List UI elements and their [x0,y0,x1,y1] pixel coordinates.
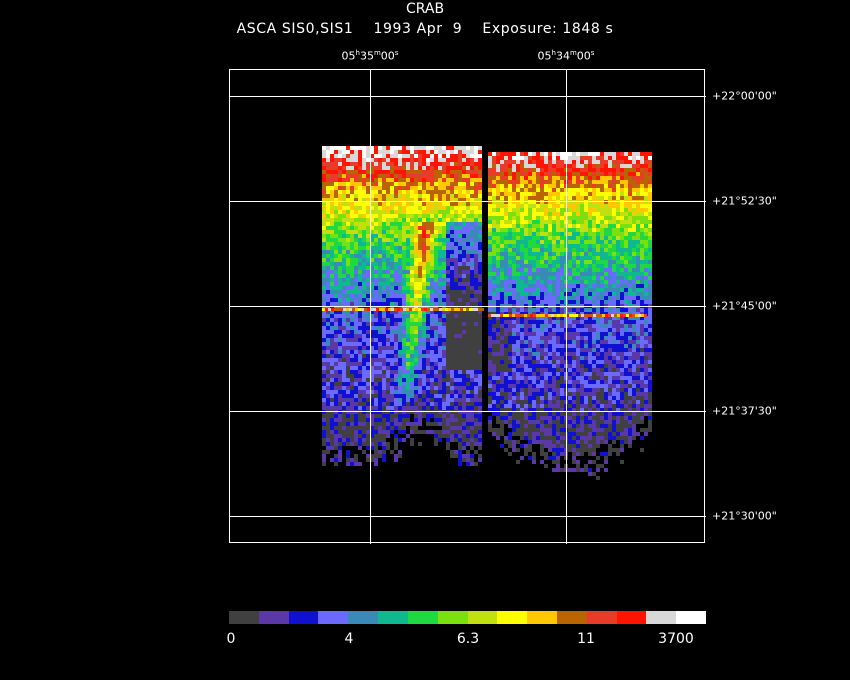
colorbar-swatch [527,611,557,624]
xray-image [322,146,652,480]
colorbar-swatch [258,611,289,624]
colorbar-swatch [318,611,349,624]
dec-label-1: +22°00'00" [712,89,777,103]
colorbar-swatch [348,611,379,624]
colorbar-tick-2: 4 [344,631,354,647]
dec-label-2: +21°52'30" [712,194,777,208]
image-plot [230,70,706,544]
dec-label-5: +21°30'00" [712,509,777,523]
colorbar-tick-3: 6.3 [456,631,480,647]
ra-label-1: 05h35m00s [341,49,399,63]
colorbar [229,611,706,624]
coordinate-grid [230,70,706,544]
colorbar-swatch [288,611,319,624]
colorbar-swatch [497,611,528,624]
colorbar-swatch [616,611,647,624]
colorbar-swatch [229,611,259,624]
colorbar-tick-4: 11 [577,631,595,647]
colorbar-tick-5: 3700 [658,631,694,647]
plot-subtitle: ASCA SIS0,SIS1 1993 Apr 9 Exposure: 1848… [236,21,614,37]
dec-label-4: +21°37'30" [712,404,777,418]
plot-title: CRAB [405,1,445,17]
colorbar-swatch [586,611,617,624]
colorbar-swatch [467,611,498,624]
colorbar-swatch [437,611,468,624]
dec-label-3: +21°45'00" [712,299,777,313]
colorbar-swatch [646,611,677,624]
colorbar-swatch [378,611,408,624]
colorbar-swatch [407,611,438,624]
image-frame [229,69,706,544]
ra-label-2: 05h34m00s [537,49,595,63]
colorbar-swatch [556,611,587,624]
colorbar-swatch [676,611,706,624]
colorbar-tick-1: 0 [226,631,236,647]
